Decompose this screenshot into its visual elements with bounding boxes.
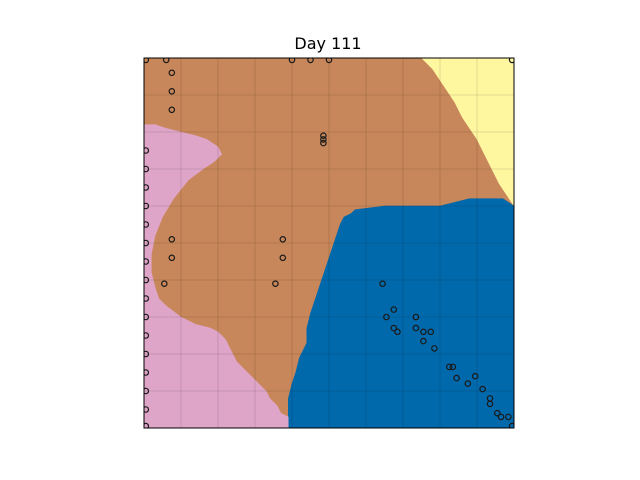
data-point bbox=[168, 88, 176, 95]
data-point bbox=[508, 58, 514, 64]
data-point bbox=[144, 165, 150, 173]
data-point bbox=[427, 328, 435, 336]
data-point bbox=[144, 184, 150, 191]
region-layer bbox=[144, 58, 514, 428]
data-point bbox=[479, 385, 486, 393]
data-point bbox=[412, 313, 420, 321]
data-point bbox=[394, 328, 401, 336]
data-point bbox=[412, 324, 420, 332]
region-pink bbox=[144, 124, 289, 428]
data-point bbox=[471, 372, 479, 380]
grid-layer bbox=[144, 58, 514, 428]
data-point bbox=[161, 280, 168, 288]
data-point bbox=[168, 254, 176, 262]
data-point bbox=[325, 58, 333, 64]
data-point bbox=[144, 422, 150, 428]
data-point bbox=[144, 221, 150, 228]
data-point bbox=[144, 387, 150, 395]
data-point bbox=[493, 409, 501, 417]
data-point bbox=[497, 413, 505, 421]
data-point bbox=[144, 350, 150, 358]
data-point bbox=[320, 132, 327, 140]
data-point bbox=[320, 139, 327, 147]
data-point bbox=[272, 280, 279, 288]
data-point bbox=[144, 258, 150, 265]
data-point bbox=[279, 236, 287, 243]
data-point bbox=[379, 280, 386, 288]
data-point bbox=[486, 400, 494, 408]
region-yellow bbox=[421, 58, 514, 207]
data-point bbox=[162, 58, 170, 64]
data-point bbox=[144, 313, 150, 321]
plot-frame bbox=[143, 57, 515, 429]
data-point bbox=[144, 276, 150, 284]
data-point bbox=[144, 202, 150, 210]
data-point bbox=[390, 306, 398, 313]
data-point bbox=[168, 69, 176, 77]
data-point bbox=[168, 236, 176, 243]
data-point bbox=[383, 313, 390, 321]
data-point bbox=[144, 58, 150, 64]
data-point bbox=[453, 374, 460, 382]
data-point bbox=[144, 239, 150, 247]
data-point bbox=[144, 369, 150, 376]
data-point bbox=[420, 337, 427, 345]
data-point bbox=[464, 380, 472, 387]
data-point bbox=[144, 332, 150, 339]
data-point bbox=[320, 136, 327, 143]
data-point bbox=[431, 345, 438, 352]
data-point bbox=[307, 58, 314, 64]
data-point bbox=[144, 406, 150, 413]
data-point bbox=[144, 295, 150, 302]
region-blue bbox=[288, 198, 514, 428]
data-point bbox=[279, 254, 287, 262]
data-point bbox=[505, 413, 512, 421]
data-point bbox=[420, 328, 427, 336]
points-layer bbox=[144, 58, 514, 428]
data-point bbox=[449, 363, 457, 371]
data-point bbox=[144, 147, 150, 154]
data-point bbox=[168, 106, 176, 114]
data-point bbox=[445, 363, 453, 371]
data-point bbox=[390, 324, 398, 332]
chart-title: Day 111 bbox=[294, 34, 361, 53]
data-point bbox=[288, 58, 296, 64]
plot-area bbox=[144, 58, 514, 428]
data-point bbox=[508, 422, 514, 428]
